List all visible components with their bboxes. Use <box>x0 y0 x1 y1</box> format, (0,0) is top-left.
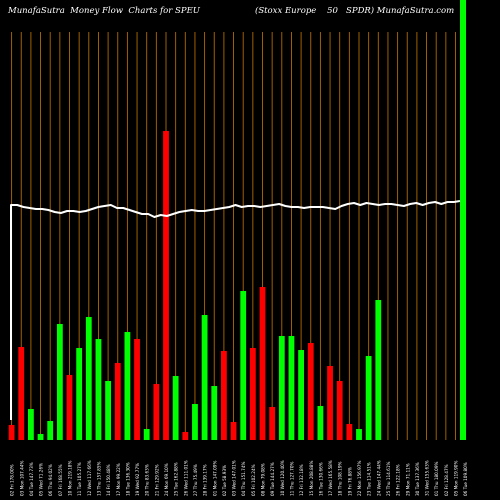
x-tick-label: 26 Wed 111.01% <box>183 460 188 496</box>
x-tick-label: 31 Wed 155.63% <box>425 460 430 496</box>
x-tick-label: 02 Tue 58.93% <box>222 465 227 496</box>
x-tick-label: 21 Fri 129.92% <box>154 464 159 496</box>
x-tick-label: 18 Tue 136.30% <box>125 462 130 496</box>
x-tick-label: 04 Thu 151.74% <box>241 461 246 496</box>
price-line <box>10 200 461 420</box>
bar-up <box>47 421 54 440</box>
bar-up <box>298 350 304 440</box>
x-tick-label: 23 Tue 114.51% <box>367 462 372 496</box>
x-tick-label: 01 Mon 147.09% <box>212 461 217 496</box>
x-tick-label: 17 Wed 165.58% <box>328 460 333 496</box>
bar-down <box>8 425 15 440</box>
x-tick-label: 04 Tue 147.73% <box>29 462 34 496</box>
x-tick-label: 26 Fri 122.18% <box>396 464 401 496</box>
x-tick-label: 16 Tue 130.66% <box>318 462 323 496</box>
bar-up <box>356 429 362 440</box>
bar-up <box>143 429 150 440</box>
x-tick-label: 11 Tue 105.27% <box>77 462 82 496</box>
x-tick-label: 02 Fri 128.47% <box>444 464 449 496</box>
bar-up <box>201 315 208 440</box>
x-tick-label: 19 Fri 76.88% <box>347 467 352 496</box>
bar-up <box>85 317 92 440</box>
x-tick-label: 29 Mon 71.11% <box>405 463 410 496</box>
bar-down <box>66 375 73 440</box>
x-tick-label: 07 Fri 168.55% <box>58 464 63 496</box>
x-tick-label: 03 Wed 147.01% <box>232 460 237 496</box>
bar-down <box>249 348 256 440</box>
bar-down <box>327 366 333 440</box>
bar-up <box>105 381 111 440</box>
bar-up <box>460 0 466 440</box>
bar-down <box>182 432 189 440</box>
x-tick-label: 10 Wed 120.40% <box>280 460 285 496</box>
x-tick-label: 25 Thu 114.61% <box>386 461 391 496</box>
bar-up <box>95 339 102 440</box>
bar-up <box>124 332 131 440</box>
bar-up <box>240 291 247 440</box>
x-tick-label: 15 Mon 208.88% <box>309 461 314 496</box>
bar-up <box>317 406 324 440</box>
bar-down <box>114 363 121 440</box>
bar-up <box>56 324 63 440</box>
x-tick-label: 05 Fri 102.24% <box>251 464 256 496</box>
bar-down <box>259 287 266 440</box>
x-tick-label: 18 Thu 108.19% <box>338 461 343 496</box>
x-tick-label: 11 Thu 127.70% <box>290 461 295 496</box>
x-tick-label: 25 Tue 162.88% <box>174 462 179 496</box>
bar-up <box>172 376 179 440</box>
x-tick-label: 09 Tue 144.27% <box>270 462 275 496</box>
bar-up <box>211 386 218 440</box>
x-tick-label: 02 Fri 178.00% <box>10 464 15 496</box>
bar-down <box>153 384 160 440</box>
bar-down <box>269 407 276 440</box>
x-tick-label: 20 Thu 83.63% <box>145 464 150 496</box>
bar-up <box>375 300 382 440</box>
x-tick-label: 13 Thu 157.85% <box>97 461 102 496</box>
bar-up <box>278 336 285 440</box>
bar-down <box>163 131 169 440</box>
bar-down <box>221 351 227 440</box>
x-tick-label: 22 Mon 156.97% <box>357 461 362 496</box>
bar-down <box>230 422 237 440</box>
x-tick-label: 10 Mon 219.18% <box>68 461 73 496</box>
bar-up <box>365 356 372 440</box>
x-tick-label: 30 Tue 137.36% <box>415 462 420 496</box>
bar-up <box>28 409 34 440</box>
bar-down <box>346 424 353 440</box>
x-tick-label: 12 Wed 117.66% <box>87 460 92 496</box>
x-tick-label: 17 Mon 99.22% <box>116 463 121 496</box>
x-tick-label: 05 Mon 119.90% <box>454 461 459 496</box>
chart-title-left: MunafaSutra Money Flow Charts for SPEU <box>8 6 200 16</box>
bar-up <box>288 336 295 440</box>
x-tick-label: 05 Wed 71.26% <box>39 463 44 496</box>
bar-up <box>76 348 83 440</box>
x-tick-label: 06 Thu 94.02% <box>48 464 53 496</box>
x-tick-label: 19 Wed 92.77% <box>135 463 140 496</box>
x-tick-label: 12 Fri 132.18% <box>299 464 304 496</box>
x-tick-label: 24 Mon 69.10% <box>164 463 169 496</box>
chart-title-right: (Stoxx Europe 50 SPDR) MunafaSutra.com <box>255 6 455 16</box>
bar-down <box>18 347 25 440</box>
x-tick-label: 28 Fri 139.17% <box>203 464 208 496</box>
bar-down <box>307 343 314 440</box>
bar-up <box>192 404 198 440</box>
x-tick-label: 03 Mon 107.44% <box>19 461 24 496</box>
x-tick-label: 24 Wed 147.44% <box>376 460 381 496</box>
x-tick-label: 06 Tue 109.80% <box>463 462 468 496</box>
bar-down <box>336 381 343 440</box>
bar-up <box>37 434 44 440</box>
bar-down <box>134 339 140 440</box>
x-tick-label: 27 Thu 75.49% <box>193 464 198 496</box>
x-tick-label: 01 Thu 180.09% <box>434 461 439 496</box>
x-tick-label: 08 Mon 79.08% <box>261 463 266 496</box>
x-tick-label: 14 Fri 150.48% <box>106 464 111 496</box>
